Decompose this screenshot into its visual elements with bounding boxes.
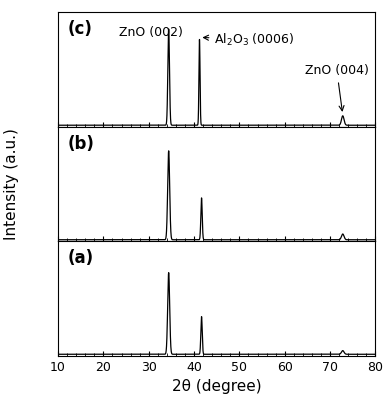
Text: Al$_2$O$_3$ (0006): Al$_2$O$_3$ (0006) bbox=[204, 31, 295, 47]
Text: (c): (c) bbox=[68, 20, 92, 38]
Text: ZnO (004): ZnO (004) bbox=[305, 64, 369, 111]
Text: ZnO (002): ZnO (002) bbox=[119, 27, 183, 39]
Text: (a): (a) bbox=[68, 249, 94, 267]
Text: (b): (b) bbox=[68, 135, 94, 153]
Text: Intensity (a.u.): Intensity (a.u.) bbox=[4, 128, 19, 240]
X-axis label: 2θ (degree): 2θ (degree) bbox=[172, 379, 262, 394]
